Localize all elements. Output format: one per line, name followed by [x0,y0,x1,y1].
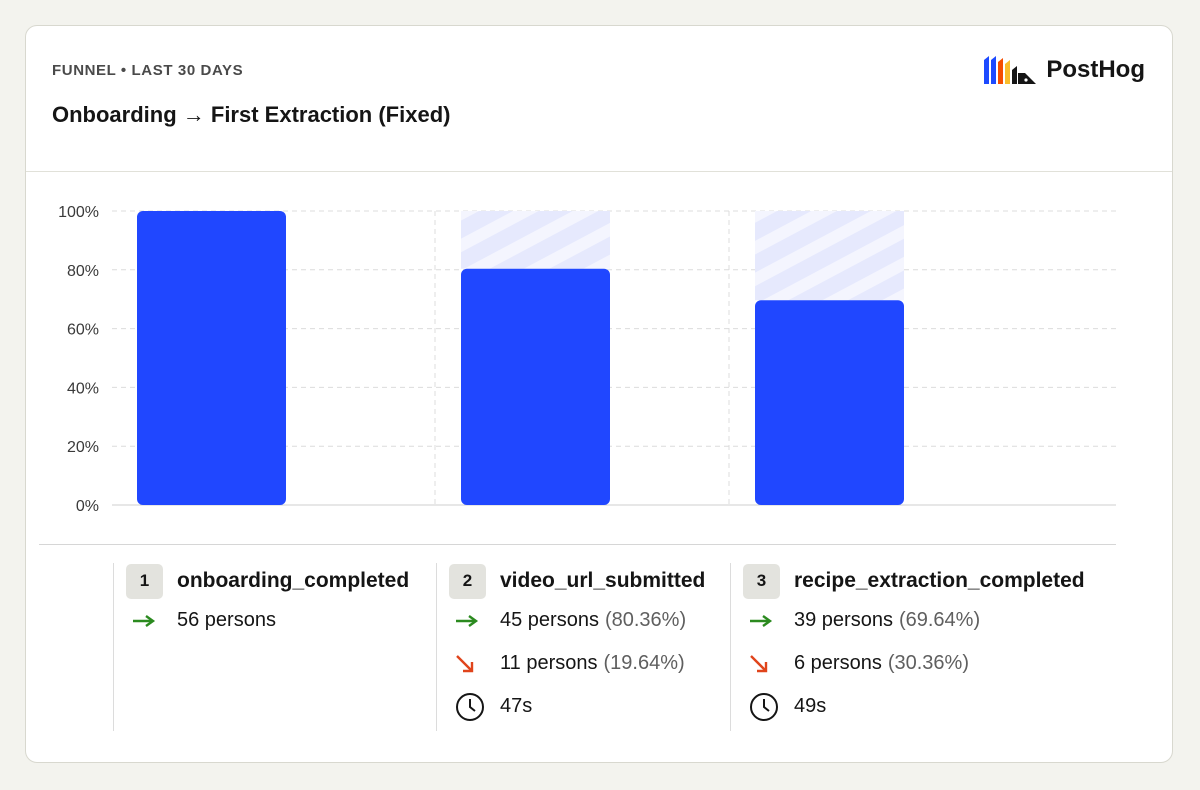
converted-row: 56 persons [126,599,436,642]
clock-icon [449,692,500,722]
posthog-logo: PostHog [984,56,1145,84]
dropped-percent: (19.64%) [603,652,685,674]
converted-arrow-icon [449,614,500,628]
dropped-count: 11 persons [500,652,598,674]
legend-divider [39,544,1116,545]
dropped-row: 6 persons (30.36%) [743,642,1110,685]
dropoff-ghost-bar [755,211,904,301]
y-tick-label: 0% [76,498,99,515]
step-name: onboarding_completed [177,569,410,592]
step-number: 3 [743,563,780,599]
insight-title: Onboarding → First Extraction (Fixed) [52,102,451,127]
step-name: video_url_submitted [500,569,706,592]
y-tick-label: 100% [58,204,99,221]
y-tick-label: 80% [67,263,99,280]
converted-row: 45 persons (80.36%) [449,599,730,642]
converted-percent: (80.36%) [604,609,687,631]
funnel-bar-onboarding_completed[interactable] [137,211,286,505]
step-2: 2 video_url_submitted 45 persons (80.36%… [436,563,730,731]
funnel-chart: 0% 20% 40% 60% 80% 100% [58,204,1116,515]
step-1: 1 onboarding_completed 56 persons [113,563,436,731]
dropped-count: 6 persons [794,652,882,674]
converted-arrow-icon [743,614,794,628]
ghost-bars [461,211,904,301]
dropped-arrow-icon [449,654,500,674]
y-tick-label: 60% [67,322,99,339]
insight-type-label: FUNNEL • LAST 30 DAYS [52,62,244,79]
posthog-logo-icon [984,56,1037,84]
funnel-card: FUNNEL • LAST 30 DAYS Onboarding → First… [25,25,1173,763]
brand-name: PostHog [1046,56,1145,83]
dropoff-ghost-bar [461,211,610,269]
converted-arrow-icon [126,614,177,628]
converted-count: 56 persons [177,609,276,631]
dropped-arrow-icon [743,654,794,674]
clock-icon [743,692,794,722]
time-row: 47s [449,685,730,728]
step-name: recipe_extraction_completed [794,569,1085,592]
step-number: 2 [449,563,486,599]
converted-row: 39 persons (69.64%) [743,599,1110,642]
funnel-bar-video_url_submitted[interactable] [461,268,610,505]
avg-time: 49s [794,695,827,717]
avg-time: 47s [500,695,533,717]
dropped-row: 11 persons (19.64%) [449,642,730,685]
y-tick-label: 40% [67,380,99,397]
step-number: 1 [126,563,163,599]
header-divider [26,171,1172,172]
funnel-bars [137,211,904,505]
funnel-bar-recipe_extraction_completed[interactable] [755,300,904,505]
converted-count: 45 persons [500,609,599,631]
y-axis-ticks: 0% 20% 40% 60% 80% 100% [58,204,99,515]
dropped-percent: (30.36%) [887,652,969,674]
step-3: 3 recipe_extraction_completed 39 persons… [730,563,1110,731]
time-row: 49s [743,685,1110,728]
y-tick-label: 20% [67,439,99,456]
converted-percent: (69.64%) [898,609,981,631]
converted-count: 39 persons [794,609,893,631]
